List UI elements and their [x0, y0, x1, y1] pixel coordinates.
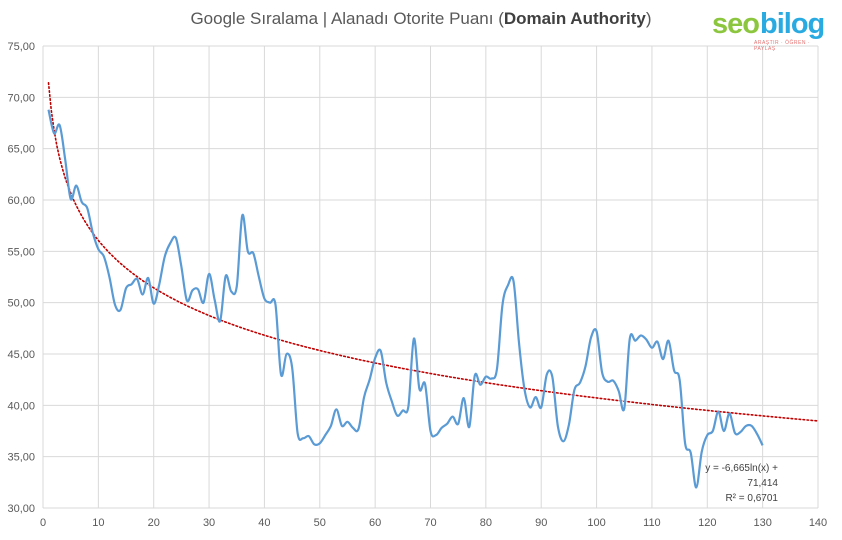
trendline — [47, 82, 819, 422]
x-tick-label: 120 — [698, 517, 716, 529]
logo-tagline: ARAŞTIR · ÖĞREN · PAYLAŞ — [754, 40, 811, 52]
x-tick-label: 20 — [148, 517, 160, 529]
y-tick-label: 55,00 — [7, 246, 35, 258]
y-tick-label: 60,00 — [7, 195, 35, 207]
y-tick-label: 75,00 — [7, 41, 35, 53]
seobilog-logo: seo bilog ARAŞTIR · ÖĞREN · PAYLAŞ — [712, 8, 825, 52]
y-tick-label: 45,00 — [7, 349, 35, 361]
chart-title-suffix: ) — [645, 9, 652, 28]
x-tick-label: 140 — [809, 517, 827, 529]
x-tick-label: 60 — [369, 517, 381, 529]
trendline-group — [47, 82, 819, 422]
gridlines — [42, 45, 819, 509]
y-tick-label: 40,00 — [7, 400, 35, 412]
series-line — [47, 109, 764, 489]
y-axis-ticks: 30,00 35,00 40,00 45,00 50,00 55,00 60,00 65,00… — [7, 41, 35, 515]
x-tick-label: 50 — [314, 517, 326, 529]
x-tick-label: 130 — [753, 517, 771, 529]
chart-title: Google Sıralama | Alanadı Otorite Puanı … — [0, 9, 842, 29]
trendline-label: y = -6,665ln(x) + 71,414 R² = 0,6701 — [672, 461, 778, 506]
logo-part-bilog: bilog — [760, 8, 825, 40]
x-tick-label: 0 — [40, 517, 46, 529]
y-tick-label: 50,00 — [7, 298, 35, 310]
x-tick-label: 10 — [92, 517, 104, 529]
trendline-equation: y = -6,665ln(x) + 71,414 — [705, 463, 778, 489]
x-tick-label: 100 — [587, 517, 605, 529]
chart-title-bold: Domain Authority — [503, 9, 646, 28]
y-tick-label: 35,00 — [7, 452, 35, 464]
y-tick-label: 30,00 — [7, 503, 35, 515]
series-group — [47, 109, 764, 489]
x-tick-label: 90 — [535, 517, 547, 529]
chart-title-prefix: Google Sıralama | Alanadı Otorite Puanı … — [190, 9, 504, 28]
x-axis-ticks: 0 10 20 30 40 50 60 70 80 90 100 110 120 130 140 — [40, 517, 827, 529]
x-tick-label: 80 — [480, 517, 492, 529]
x-tick-label: 70 — [424, 517, 436, 529]
y-tick-label: 65,00 — [7, 144, 35, 156]
x-tick-label: 110 — [643, 517, 661, 529]
y-tick-label: 70,00 — [7, 92, 35, 104]
trendline-r-squared: R² = 0,6701 — [725, 493, 778, 504]
x-tick-label: 30 — [203, 517, 215, 529]
x-tick-label: 40 — [258, 517, 270, 529]
logo-part-seo: seo — [712, 8, 760, 40]
